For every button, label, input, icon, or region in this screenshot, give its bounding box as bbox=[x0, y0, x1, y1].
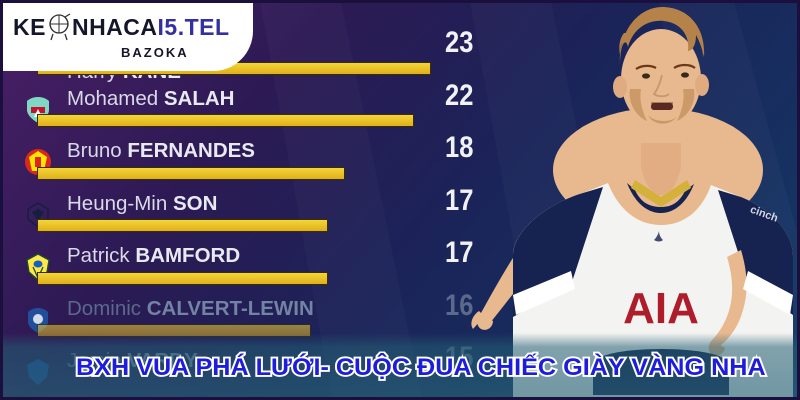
svg-text:AIA: AIA bbox=[623, 284, 699, 333]
